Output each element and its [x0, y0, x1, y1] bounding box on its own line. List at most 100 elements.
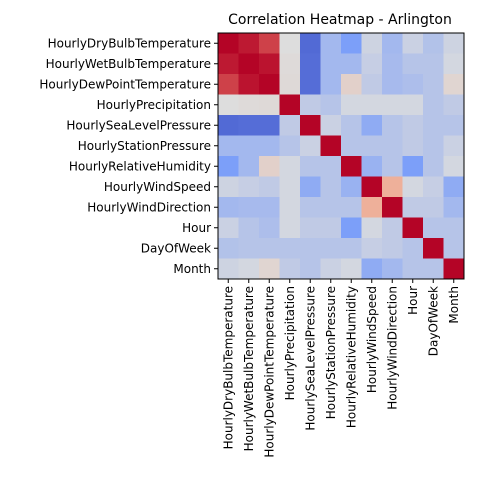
y-tick-label: HourlyWindSpeed [104, 180, 211, 194]
heatmap-cell [402, 33, 424, 54]
heatmap-cell [382, 197, 403, 218]
y-tick-label: HourlyPrecipitation [97, 98, 211, 112]
heatmap-cell [341, 156, 362, 177]
heatmap-cell [402, 156, 424, 177]
heatmap-cell [259, 135, 280, 157]
y-tick-label: HourlyWetBulbTemperature [46, 57, 211, 71]
y-tick-label: HourlySeaLevelPressure [66, 118, 211, 132]
heatmap-cell [238, 156, 260, 177]
heatmap-cell [279, 238, 301, 259]
heatmap-cell [443, 176, 465, 198]
x-tick-label: Month [447, 286, 461, 324]
heatmap-cell [341, 53, 362, 75]
x-tick-label: HourlyWindSpeed [365, 286, 379, 393]
heatmap-cell [300, 217, 321, 239]
heatmap-cell [361, 53, 383, 75]
heatmap-cell [423, 74, 444, 95]
x-tick-label: Hour [406, 286, 420, 315]
x-tick-label: HourlyDewPointTemperature [262, 286, 276, 458]
heatmap-cell [382, 258, 403, 280]
heatmap-cell [361, 258, 383, 280]
heatmap-cell [320, 53, 342, 75]
heatmap-cell [341, 135, 362, 157]
heatmap-cell [259, 217, 280, 239]
heatmap-cell [218, 217, 239, 239]
heatmap-cells [218, 33, 465, 280]
heatmap-cell [361, 197, 383, 218]
heatmap-cell [320, 156, 342, 177]
heatmap-cell [443, 197, 465, 218]
x-tick-label: HourlyWetBulbTemperature [242, 286, 256, 451]
x-tick-label: HourlyWindDirection [385, 286, 399, 410]
heatmap-cell [443, 53, 465, 75]
heatmap-cell [238, 217, 260, 239]
heatmap-cell [218, 74, 239, 95]
heatmap-cell [402, 176, 424, 198]
heatmap-cell [238, 197, 260, 218]
heatmap-cell [300, 33, 321, 54]
heatmap-cell [382, 135, 403, 157]
heatmap-cell [259, 33, 280, 54]
heatmap-cell [238, 258, 260, 280]
heatmap-cell [259, 53, 280, 75]
heatmap-cell [279, 33, 301, 54]
heatmap-cell [238, 176, 260, 198]
heatmap-cell [218, 115, 239, 136]
heatmap-cell [320, 115, 342, 136]
heatmap-cell [443, 33, 465, 54]
heatmap-cell [218, 197, 239, 218]
y-tick-label: Month [173, 262, 211, 276]
x-tick-label: HourlyPrecipitation [283, 286, 297, 400]
heatmap-cell [443, 258, 465, 280]
heatmap-cell [443, 74, 465, 95]
heatmap-cell [218, 238, 239, 259]
heatmap-cell [279, 258, 301, 280]
heatmap-cell [300, 176, 321, 198]
heatmap-cell [423, 156, 444, 177]
heatmap-cell [423, 258, 444, 280]
x-tick-label: HourlyStationPressure [324, 286, 338, 419]
heatmap-cell [361, 74, 383, 95]
x-tick-label: HourlyDryBulbTemperature [221, 286, 235, 449]
heatmap-cell [402, 115, 424, 136]
heatmap-cell [341, 197, 362, 218]
heatmap-cell [279, 135, 301, 157]
heatmap-cell [218, 94, 239, 116]
heatmap-cell [361, 94, 383, 116]
heatmap-cell [279, 197, 301, 218]
heatmap-cell [320, 238, 342, 259]
heatmap-cell [259, 176, 280, 198]
y-tick-label: HourlyWindDirection [87, 200, 211, 214]
heatmap-cell [238, 33, 260, 54]
heatmap-cell [218, 176, 239, 198]
heatmap-cell [300, 135, 321, 157]
heatmap-cell [382, 94, 403, 116]
heatmap-cell [218, 135, 239, 157]
heatmap-cell [341, 176, 362, 198]
heatmap-cell [382, 74, 403, 95]
heatmap-cell [279, 94, 301, 116]
heatmap-cell [341, 238, 362, 259]
heatmap-cell [238, 53, 260, 75]
heatmap-cell [361, 176, 383, 198]
heatmap-cell [279, 156, 301, 177]
heatmap-cell [402, 197, 424, 218]
heatmap-cell [320, 135, 342, 157]
heatmap-cell [300, 197, 321, 218]
heatmap-cell [423, 176, 444, 198]
heatmap-cell [320, 258, 342, 280]
heatmap-cell [382, 176, 403, 198]
heatmap-cell [443, 94, 465, 116]
heatmap-cell [341, 33, 362, 54]
heatmap-cell [423, 217, 444, 239]
heatmap-cell [443, 156, 465, 177]
heatmap-cell [238, 94, 260, 116]
heatmap-cell [320, 197, 342, 218]
heatmap-cell [279, 115, 301, 136]
heatmap-cell [402, 217, 424, 239]
heatmap-cell [361, 135, 383, 157]
x-tick-label: HourlySeaLevelPressure [303, 286, 317, 431]
heatmap-cell [259, 156, 280, 177]
heatmap-cell [300, 53, 321, 75]
